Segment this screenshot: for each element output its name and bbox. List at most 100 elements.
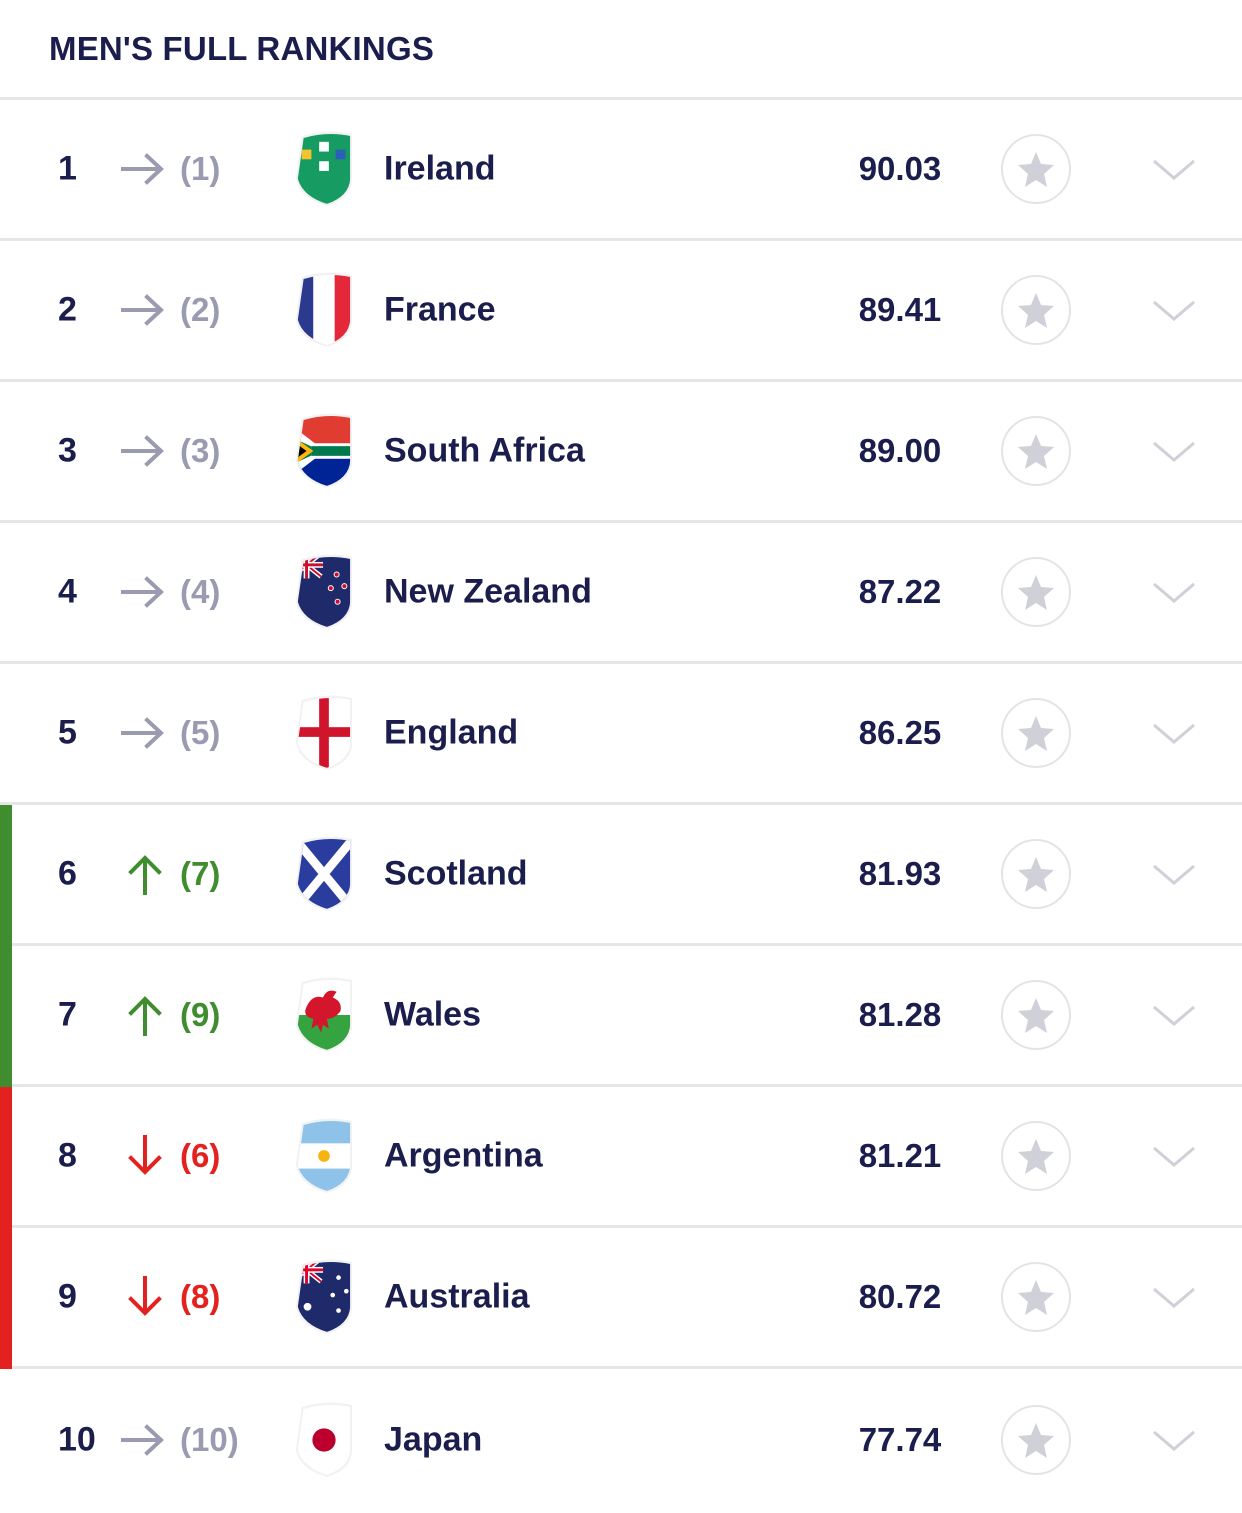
team-points: 87.22 bbox=[858, 573, 942, 610]
team-points: 81.93 bbox=[858, 855, 942, 892]
previous-rank: (6) bbox=[180, 1137, 221, 1174]
ranking-row[interactable]: 2 (2) France 89.41 bbox=[0, 241, 1242, 382]
team-name: New Zealand bbox=[384, 572, 592, 611]
ranking-row[interactable]: 5 (5) England 86.25 bbox=[0, 664, 1242, 805]
team-name: Wales bbox=[384, 995, 482, 1034]
rank-position: 4 bbox=[58, 572, 77, 611]
expand-chevron-icon[interactable] bbox=[1150, 577, 1198, 607]
ranking-row[interactable]: 1 (1) Ireland 90.03 bbox=[0, 100, 1242, 241]
movement-indicator-bar bbox=[0, 100, 12, 241]
team-points: 89.41 bbox=[858, 291, 942, 328]
arrow-right-icon bbox=[120, 146, 166, 192]
rank-position: 9 bbox=[58, 1277, 77, 1316]
expand-chevron-icon[interactable] bbox=[1150, 859, 1198, 889]
rank-position: 2 bbox=[58, 290, 77, 329]
team-name: South Africa bbox=[384, 431, 585, 470]
rank-position: 10 bbox=[58, 1420, 96, 1458]
previous-rank: (8) bbox=[180, 1278, 221, 1315]
favourite-star-button[interactable] bbox=[1001, 275, 1071, 345]
japan-flag-icon bbox=[292, 1401, 356, 1479]
team-name: Australia bbox=[384, 1277, 530, 1316]
favourite-star-button[interactable] bbox=[1001, 134, 1071, 204]
team-name: England bbox=[384, 713, 519, 752]
rankings-header: MEN'S FULL RANKINGS bbox=[0, 0, 1242, 100]
expand-chevron-icon[interactable] bbox=[1150, 436, 1198, 466]
team-name: Japan bbox=[384, 1420, 483, 1458]
team-points: 89.00 bbox=[858, 432, 942, 469]
arrow-right-icon bbox=[120, 710, 166, 756]
favourite-star-button[interactable] bbox=[1001, 839, 1071, 909]
new-zealand-flag-icon bbox=[292, 553, 356, 631]
team-points: 86.25 bbox=[858, 714, 942, 751]
argentina-flag-icon bbox=[292, 1117, 356, 1195]
favourite-star-button[interactable] bbox=[1001, 1121, 1071, 1191]
rank-position: 6 bbox=[58, 854, 77, 893]
ranking-row[interactable]: 10 (10) Japan 77.74 bbox=[0, 1369, 1242, 1510]
ranking-row[interactable]: 9 (8) Australia 80.72 bbox=[0, 1228, 1242, 1369]
previous-rank: (4) bbox=[180, 573, 221, 610]
favourite-star-button[interactable] bbox=[1001, 698, 1071, 768]
team-name: Scotland bbox=[384, 854, 528, 893]
rank-position: 5 bbox=[58, 713, 77, 752]
previous-rank: (7) bbox=[180, 855, 221, 892]
team-points: 77.74 bbox=[858, 1420, 942, 1458]
movement-indicator-bar bbox=[0, 664, 12, 805]
favourite-star-button[interactable] bbox=[1001, 557, 1071, 627]
expand-chevron-icon[interactable] bbox=[1150, 154, 1198, 184]
arrow-right-icon bbox=[120, 569, 166, 615]
previous-rank: (10) bbox=[180, 1420, 239, 1458]
previous-rank: (3) bbox=[180, 432, 221, 469]
south-africa-flag-icon bbox=[292, 412, 356, 490]
ranking-row[interactable]: 4 (4) New Zealand 87.22 bbox=[0, 523, 1242, 664]
team-name: Ireland bbox=[384, 149, 496, 188]
favourite-star-button[interactable] bbox=[1001, 980, 1071, 1050]
team-name: France bbox=[384, 290, 496, 329]
team-points: 80.72 bbox=[858, 1278, 942, 1315]
movement-indicator-bar bbox=[0, 1228, 12, 1369]
expand-chevron-icon[interactable] bbox=[1150, 295, 1198, 325]
france-flag-icon bbox=[292, 271, 356, 349]
australia-flag-icon bbox=[292, 1258, 356, 1336]
team-points: 90.03 bbox=[858, 150, 942, 187]
rank-position: 7 bbox=[58, 995, 77, 1034]
arrow-up-icon bbox=[120, 992, 166, 1038]
expand-chevron-icon[interactable] bbox=[1150, 718, 1198, 748]
previous-rank: (9) bbox=[180, 996, 221, 1033]
rank-position: 3 bbox=[58, 431, 77, 470]
movement-indicator-bar bbox=[0, 946, 12, 1087]
expand-chevron-icon[interactable] bbox=[1150, 1425, 1198, 1455]
favourite-star-button[interactable] bbox=[1001, 1262, 1071, 1332]
rank-position: 8 bbox=[58, 1136, 77, 1175]
previous-rank: (5) bbox=[180, 714, 221, 751]
wales-flag-icon bbox=[292, 976, 356, 1054]
team-points: 81.28 bbox=[858, 996, 942, 1033]
expand-chevron-icon[interactable] bbox=[1150, 1000, 1198, 1030]
favourite-star-button[interactable] bbox=[1001, 416, 1071, 486]
previous-rank: (1) bbox=[180, 150, 221, 187]
arrow-right-icon bbox=[120, 1417, 166, 1463]
movement-indicator-bar bbox=[0, 1087, 12, 1228]
movement-indicator-bar bbox=[0, 523, 12, 664]
scotland-flag-icon bbox=[292, 835, 356, 913]
previous-rank: (2) bbox=[180, 291, 221, 328]
ranking-row[interactable]: 3 (3) South Africa 89.00 bbox=[0, 382, 1242, 523]
ranking-row[interactable]: 8 (6) Argentina 81.21 bbox=[0, 1087, 1242, 1228]
movement-indicator-bar bbox=[0, 1369, 12, 1513]
arrow-down-icon bbox=[120, 1133, 166, 1179]
page-title: MEN'S FULL RANKINGS bbox=[49, 30, 435, 67]
expand-chevron-icon[interactable] bbox=[1150, 1141, 1198, 1171]
arrow-right-icon bbox=[120, 428, 166, 474]
team-name: Argentina bbox=[384, 1136, 543, 1175]
rank-position: 1 bbox=[58, 149, 77, 188]
movement-indicator-bar bbox=[0, 241, 12, 382]
arrow-right-icon bbox=[120, 287, 166, 333]
movement-indicator-bar bbox=[0, 382, 12, 523]
favourite-star-button[interactable] bbox=[1001, 1404, 1071, 1475]
ranking-row[interactable]: 7 (9) Wales 81.28 bbox=[0, 946, 1242, 1087]
england-flag-icon bbox=[292, 694, 356, 772]
arrow-up-icon bbox=[120, 851, 166, 897]
team-points: 81.21 bbox=[858, 1137, 942, 1174]
arrow-down-icon bbox=[120, 1274, 166, 1320]
expand-chevron-icon[interactable] bbox=[1150, 1282, 1198, 1312]
ranking-row[interactable]: 6 (7) Scotland 81.93 bbox=[0, 805, 1242, 946]
